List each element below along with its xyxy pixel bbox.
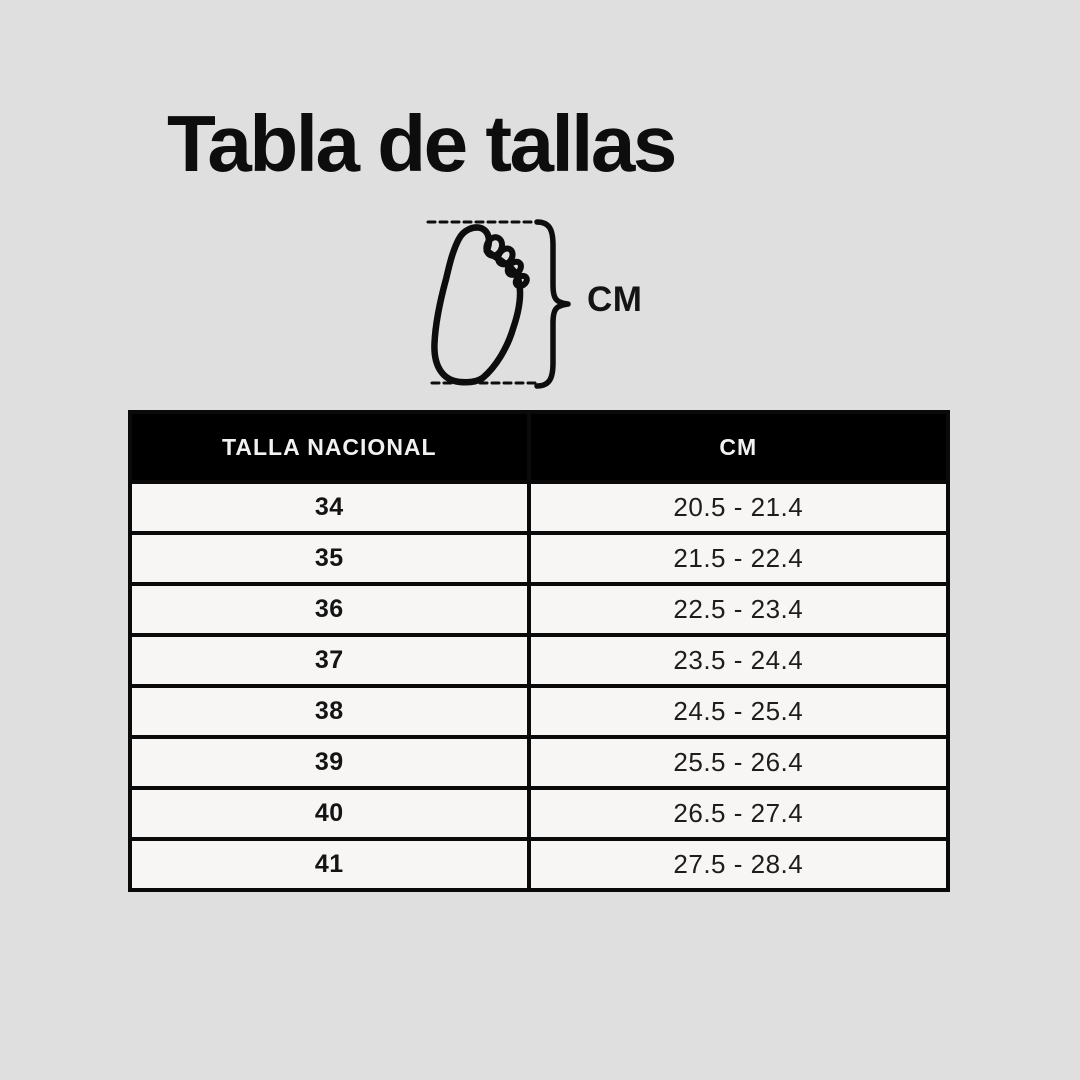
table-row: 37 23.5 - 24.4 [128, 633, 951, 688]
talla-cell: 41 [128, 837, 531, 892]
measure-brace-icon [534, 219, 571, 389]
table-row: 41 27.5 - 28.4 [128, 837, 951, 892]
toe-icon [512, 272, 530, 289]
foot-outline-icon [426, 219, 571, 389]
toe-icon [495, 245, 516, 268]
table-row: 39 25.5 - 26.4 [128, 735, 951, 790]
table-row: 36 22.5 - 23.4 [128, 582, 951, 637]
cm-range-cell: 20.5 - 21.4 [526, 480, 951, 535]
foot-measurement-diagram: CM [415, 205, 745, 395]
page-title: Tabla de tallas [167, 99, 677, 188]
table-row: 38 24.5 - 25.4 [128, 684, 951, 739]
cm-range-cell: 25.5 - 26.4 [526, 735, 951, 790]
size-table: TALLA NACIONAL CM 34 20.5 - 21.4 35 21.5 - … [128, 410, 951, 892]
talla-cell: 35 [128, 531, 531, 586]
header-cm: CM [526, 410, 951, 484]
talla-cell: 36 [128, 582, 531, 637]
foot-sole [431, 224, 530, 386]
table-row: 35 21.5 - 22.4 [128, 531, 951, 586]
size-table-body: 34 20.5 - 21.4 35 21.5 - 22.4 36 22.5 - 23.4 3… [128, 480, 951, 892]
size-table-header: TALLA NACIONAL CM [128, 410, 951, 484]
header-row: TALLA NACIONAL CM [128, 410, 951, 484]
talla-cell: 38 [128, 684, 531, 739]
cm-range-cell: 23.5 - 24.4 [526, 633, 951, 688]
header-talla-nacional: TALLA NACIONAL [128, 410, 531, 484]
table-row: 34 20.5 - 21.4 [128, 480, 951, 535]
cm-range-cell: 24.5 - 25.4 [526, 684, 951, 739]
cm-range-cell: 21.5 - 22.4 [526, 531, 951, 586]
talla-cell: 37 [128, 633, 531, 688]
talla-cell: 34 [128, 480, 531, 535]
cm-range-cell: 22.5 - 23.4 [526, 582, 951, 637]
talla-cell: 39 [128, 735, 531, 790]
toe-icon [504, 258, 524, 278]
unit-label: CM [587, 280, 643, 319]
cm-range-cell: 27.5 - 28.4 [526, 837, 951, 892]
table-row: 40 26.5 - 27.4 [128, 786, 951, 841]
talla-cell: 40 [128, 786, 531, 841]
cm-range-cell: 26.5 - 27.4 [526, 786, 951, 841]
